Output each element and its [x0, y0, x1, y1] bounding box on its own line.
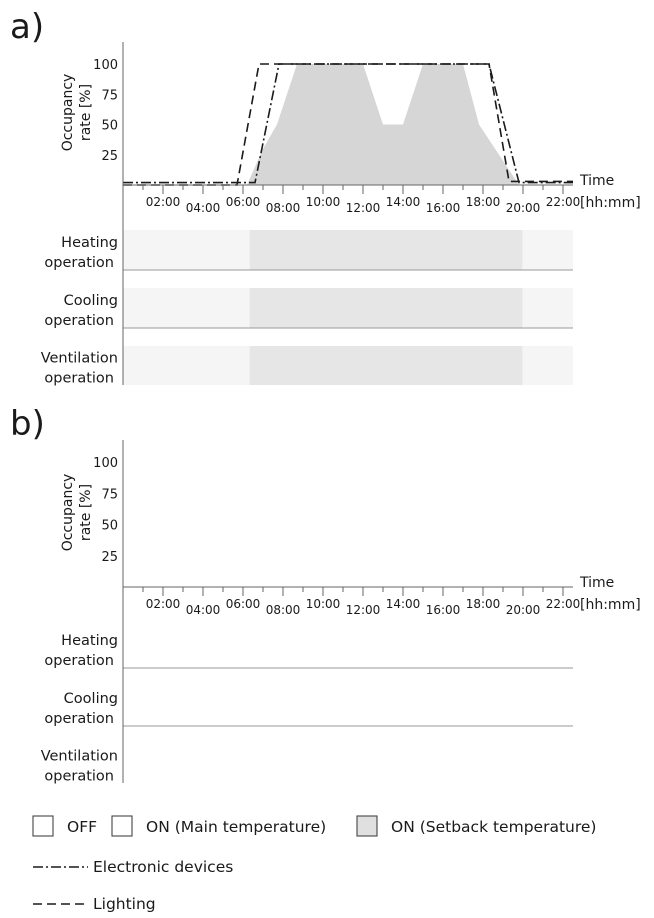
x-tick-label: 18:00: [466, 195, 501, 209]
occupancy-area: [247, 64, 519, 185]
y-tick-label: 50: [101, 519, 118, 534]
panel-a: a) Heating operation Cooling operation Ventil…: [10, 7, 641, 387]
legend: OFF ON (Main temperature) ON (Setback temp…: [32, 815, 596, 913]
y-axis-title: Occupancy rate [%]: [60, 74, 94, 152]
time-label: Time: [579, 575, 614, 591]
legend-label: OFF: [67, 818, 97, 836]
y-tick-label: 25: [101, 149, 118, 164]
operation-label: Heating: [61, 633, 118, 649]
x-tick-label: 08:00: [266, 201, 301, 215]
y-tick-label: 75: [101, 88, 118, 103]
lighting-line: [123, 63, 573, 186]
y-tick-label: 50: [101, 119, 118, 134]
x-tick-label: 06:00: [226, 195, 261, 209]
legend-swatch: [111, 815, 133, 837]
time-label: Time: [579, 173, 614, 189]
operation-label: Ventilation: [41, 351, 118, 367]
x-tick-label: 22:00: [546, 195, 581, 209]
legend-label: ON (Main temperature): [146, 818, 326, 836]
legend-swatch: [32, 815, 54, 837]
x-tick-label: 12:00: [346, 201, 381, 215]
operation-label: Heating: [61, 235, 118, 251]
x-tick-label: 04:00: [186, 201, 221, 215]
operation-band-setback: [249, 230, 523, 270]
x-tick-label: 20:00: [506, 201, 541, 215]
operation-label: Cooling: [64, 293, 118, 309]
x-tick-label: 02:00: [146, 597, 181, 611]
legend-swatch: [356, 815, 378, 837]
y-tick-label: 75: [101, 487, 118, 502]
x-tick-label: 20:00: [506, 603, 541, 617]
operation-label: operation: [44, 711, 114, 727]
x-tick-label: 10:00: [306, 597, 341, 611]
x-tick-label: 08:00: [266, 603, 301, 617]
x-tick-label: 04:00: [186, 603, 221, 617]
time-unit: [hh:mm]: [580, 597, 641, 613]
operation-label: operation: [44, 653, 114, 669]
y-tick-label: 100: [93, 58, 118, 73]
panel-label: a): [10, 7, 44, 47]
operation-band-setback: [249, 288, 523, 328]
operation-label: operation: [44, 255, 114, 271]
operation-label: Ventilation: [41, 749, 118, 765]
operation-label: Cooling: [64, 691, 118, 707]
panel-b: b) Heating operation Cooling operation Ventil…: [10, 404, 641, 785]
x-tick-label: 10:00: [306, 195, 341, 209]
x-tick-label: 06:00: [226, 597, 261, 611]
operation-label: operation: [44, 313, 114, 329]
legend-label: Lighting: [93, 895, 156, 913]
x-tick-label: 16:00: [426, 201, 461, 215]
x-tick-label: 02:00: [146, 195, 181, 209]
operation-label: operation: [44, 371, 114, 387]
x-tick-label: 22:00: [546, 597, 581, 611]
operation-label: operation: [44, 769, 114, 785]
x-tick-label: 12:00: [346, 603, 381, 617]
operation-band-setback: [249, 346, 523, 385]
x-tick-label: 18:00: [466, 597, 501, 611]
y-tick-label: 100: [93, 456, 118, 471]
legend-label: Electronic devices: [93, 858, 233, 876]
panel-label: b): [10, 404, 45, 444]
x-tick-label: 14:00: [386, 597, 421, 611]
x-tick-label: 16:00: [426, 603, 461, 617]
electronic-devices-line: [123, 63, 573, 184]
legend-label: ON (Setback temperature): [391, 818, 596, 836]
time-unit: [hh:mm]: [580, 195, 641, 211]
y-axis-title: Occupancy rate [%]: [60, 474, 94, 552]
y-tick-label: 25: [101, 550, 118, 565]
x-tick-label: 14:00: [386, 195, 421, 209]
